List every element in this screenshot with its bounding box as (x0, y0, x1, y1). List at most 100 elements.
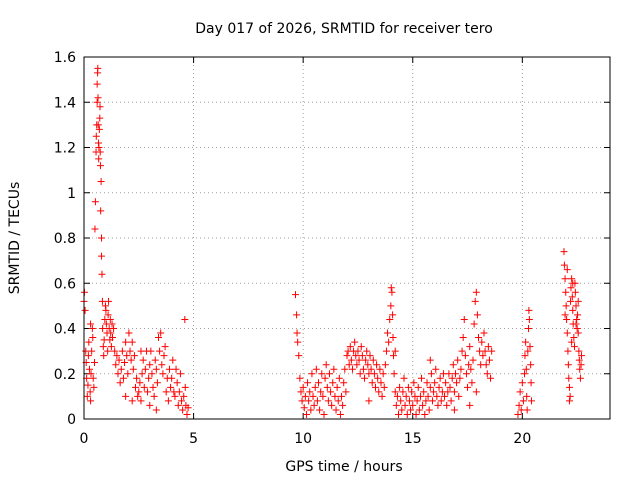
data-point (342, 388, 350, 396)
data-point (112, 361, 120, 369)
data-point (113, 352, 121, 360)
data-point (135, 388, 143, 396)
data-point (117, 365, 125, 373)
data-point (104, 347, 112, 355)
data-point (304, 379, 312, 387)
data-point (107, 329, 115, 337)
data-point (432, 365, 440, 373)
data-point (524, 347, 532, 355)
y-axis-label: SRMTID / TECUs (7, 182, 23, 295)
data-point (485, 356, 493, 364)
data-point (315, 379, 323, 387)
data-point (96, 114, 104, 122)
data-point (567, 297, 575, 305)
data-point (325, 370, 333, 378)
data-point (88, 347, 96, 355)
data-point (565, 383, 573, 391)
data-point (389, 352, 397, 360)
data-point (442, 379, 450, 387)
data-point (425, 406, 433, 414)
data-point (161, 343, 169, 351)
data-point (122, 338, 130, 346)
data-point (96, 148, 104, 156)
data-point (575, 347, 583, 355)
data-point (370, 370, 378, 378)
data-point (560, 261, 568, 269)
data-point (86, 388, 94, 396)
data-point (461, 352, 469, 360)
data-point (118, 347, 126, 355)
data-point (453, 379, 461, 387)
data-point (147, 347, 155, 355)
data-point (323, 383, 331, 391)
data-point (301, 392, 309, 400)
data-point (150, 392, 158, 400)
data-point (133, 374, 141, 382)
data-point (341, 365, 349, 373)
data-point (450, 406, 458, 414)
x-tick-label: 10 (294, 431, 312, 447)
data-point (375, 388, 383, 396)
data-point (335, 374, 343, 382)
data-point (140, 383, 148, 391)
data-point (455, 392, 463, 400)
data-point (100, 352, 108, 360)
data-point (374, 374, 382, 382)
data-point (523, 392, 531, 400)
data-point (565, 374, 573, 382)
data-point (563, 266, 571, 274)
data-point (364, 361, 372, 369)
data-point (137, 397, 145, 405)
data-point (573, 315, 581, 323)
data-point (111, 347, 119, 355)
data-point (348, 365, 356, 373)
data-point (527, 379, 535, 387)
data-point (517, 406, 525, 414)
data-point (98, 270, 106, 278)
data-point (353, 361, 361, 369)
data-point (528, 397, 536, 405)
data-point (334, 397, 342, 405)
data-point (408, 388, 416, 396)
data-point (416, 392, 424, 400)
data-point (573, 325, 581, 332)
data-point (165, 365, 173, 373)
data-point (470, 320, 478, 328)
data-point (448, 374, 456, 382)
data-point (570, 343, 578, 351)
x-tick-label: 15 (404, 431, 422, 447)
data-point (516, 388, 524, 396)
data-point (519, 397, 527, 405)
data-point (400, 374, 408, 382)
data-point (389, 334, 397, 342)
data-point (180, 392, 188, 400)
data-point (572, 320, 580, 328)
data-point (164, 397, 172, 405)
x-tick-label: 5 (189, 431, 198, 447)
data-point (484, 343, 492, 351)
data-point (331, 392, 339, 400)
data-point (426, 383, 434, 391)
data-point (561, 311, 569, 319)
data-point (458, 347, 466, 355)
data-point (328, 401, 336, 409)
data-point (144, 388, 152, 396)
y-tick-label: 1.2 (54, 141, 76, 157)
data-point (369, 356, 377, 364)
data-point (110, 325, 118, 332)
data-point (431, 379, 439, 387)
data-point (388, 288, 396, 296)
data-point (418, 374, 426, 382)
data-point (95, 125, 103, 133)
data-point (127, 356, 135, 364)
data-point (81, 306, 89, 314)
y-tick-label: 0 (67, 412, 76, 428)
data-point (179, 406, 187, 414)
data-point (85, 338, 93, 346)
data-point (367, 365, 375, 373)
data-point (358, 352, 366, 360)
data-point (407, 406, 415, 414)
data-point (522, 365, 530, 373)
data-point (373, 361, 381, 369)
data-point (563, 315, 571, 323)
